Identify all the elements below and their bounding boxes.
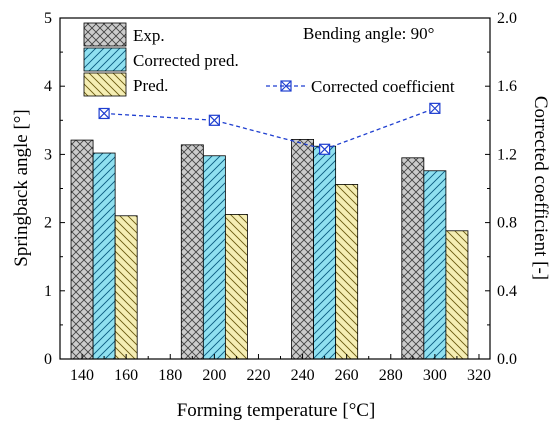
y-tick-label: 4 bbox=[44, 78, 52, 95]
y2-tick-label: 0.4 bbox=[497, 283, 517, 300]
x-tick-label: 280 bbox=[379, 367, 403, 384]
legend-swatch-pred bbox=[83, 72, 127, 97]
y2-tick-label: 2.0 bbox=[497, 10, 517, 27]
x-tick-label: 240 bbox=[291, 367, 315, 384]
y2-axis-title: Corrected coefficient [-] bbox=[530, 96, 550, 280]
y2-tick-label: 0.0 bbox=[497, 351, 517, 368]
y2-tick-label: 1.2 bbox=[497, 146, 517, 163]
coefficient-point-150 bbox=[98, 107, 110, 120]
bar-exp-300 bbox=[401, 157, 425, 360]
x-tick-label: 220 bbox=[246, 367, 270, 384]
y-axis-title: Springback angle [°] bbox=[11, 109, 32, 266]
coefficient-point-200 bbox=[208, 114, 220, 126]
bar-pred-300 bbox=[445, 230, 469, 360]
annotation: Bending angle: 90° bbox=[303, 24, 434, 43]
x-axis-title: Forming temperature [°C] bbox=[177, 400, 376, 421]
bar-exp-200 bbox=[180, 144, 204, 360]
y2-tick-label: 1.6 bbox=[497, 78, 517, 95]
x-tick-label: 180 bbox=[158, 367, 182, 384]
x-tick-label: 160 bbox=[114, 367, 138, 384]
x-tick-label: 200 bbox=[202, 367, 226, 384]
bar-pred-200 bbox=[224, 214, 248, 360]
legend-swatch-exp bbox=[83, 22, 127, 47]
x-tick-label: 300 bbox=[423, 367, 447, 384]
coefficient-point-300 bbox=[429, 102, 441, 114]
bar-corrected-pred-150 bbox=[92, 152, 116, 360]
bar-exp-150 bbox=[70, 139, 94, 360]
coefficient-line-layer bbox=[98, 102, 441, 155]
bar-exp-250 bbox=[291, 138, 314, 360]
y-tick-label: 0 bbox=[44, 351, 52, 368]
y-tick-label: 3 bbox=[44, 146, 52, 163]
legend-label-coefficient: Corrected coefficient bbox=[311, 77, 455, 96]
bar-corrected-pred-250 bbox=[313, 145, 337, 360]
legend-label-corrected-pred: Corrected pred. bbox=[133, 51, 239, 70]
legend: Exp. Corrected pred. Pred. Corrected coe… bbox=[83, 22, 455, 97]
x-tick-label: 260 bbox=[335, 367, 359, 384]
x-tick-label: 140 bbox=[70, 367, 94, 384]
legend-swatch-corrected-pred bbox=[83, 47, 127, 72]
legend-label-exp: Exp. bbox=[133, 26, 165, 45]
bar-corrected-pred-200 bbox=[202, 155, 226, 360]
coefficient-point-250 bbox=[319, 143, 331, 155]
bar-pred-250 bbox=[335, 184, 359, 360]
legend-marker-coefficient bbox=[280, 80, 292, 92]
y-tick-label: 1 bbox=[44, 283, 52, 300]
coefficient-line bbox=[104, 107, 436, 150]
y2-tick-label: 0.8 bbox=[497, 215, 517, 232]
legend-label-pred: Pred. bbox=[133, 76, 168, 95]
bar-pred-150 bbox=[114, 215, 138, 360]
x-tick-label: 320 bbox=[467, 367, 491, 384]
bars-layer bbox=[70, 138, 469, 360]
y-tick-label: 2 bbox=[44, 215, 52, 232]
bar-corrected-pred-300 bbox=[423, 170, 447, 360]
axes-layer: 140 160 180 200 220 240 260 280 300 320 0 1 2 3 4 5 0.0 0… bbox=[44, 10, 517, 384]
y-tick-label: 5 bbox=[44, 10, 52, 27]
